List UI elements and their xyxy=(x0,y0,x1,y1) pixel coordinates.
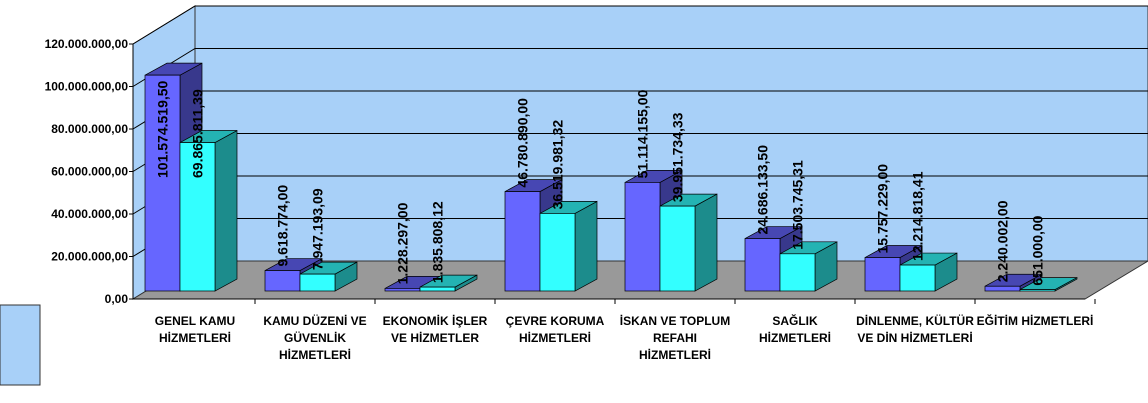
x-tick-label: ÇEVRE KORUMA HİZMETLERİ xyxy=(505,314,605,345)
bar-side xyxy=(214,129,238,292)
bar-front xyxy=(539,213,576,292)
x-tick-label: İSKAN VE TOPLUM REFAHI HİZMETLERİ xyxy=(619,314,731,362)
bar-front xyxy=(624,182,661,292)
x-tick-label: DİNLENME, KÜLTÜR VE DİN HİZMETLERİ xyxy=(856,314,974,345)
value-label: 1.228.297,00 xyxy=(395,202,411,284)
bar xyxy=(299,261,358,292)
x-tick-label: EKONOMİK İŞLER VE HİZMETLER xyxy=(382,314,488,345)
bar-front xyxy=(899,264,936,292)
y-tick-label: 0,00 xyxy=(105,292,129,306)
y-tick-label: 100.000.000,00 xyxy=(45,80,129,94)
y-tick-label: 40.000.000,00 xyxy=(51,207,128,221)
bar-front xyxy=(659,205,696,292)
y-tick-label: 60.000.000,00 xyxy=(51,165,128,179)
x-tick-label: SAĞLIK HİZMETLERİ xyxy=(759,314,831,345)
legend-box xyxy=(0,304,41,386)
bar-front xyxy=(744,238,781,292)
value-label: 101.574.519,50 xyxy=(155,80,171,178)
value-label: 9.618.774,00 xyxy=(275,185,291,267)
bar-front xyxy=(779,253,816,292)
value-label: 46.780.890,00 xyxy=(515,98,531,188)
bar xyxy=(419,274,478,292)
bar xyxy=(1019,277,1078,292)
bar xyxy=(659,193,718,292)
value-label: 15.757.229,00 xyxy=(875,164,891,254)
y-tick-label: 120.000.000,00 xyxy=(45,37,129,51)
x-tick-label: GENEL KAMU HİZMETLERİ xyxy=(154,314,236,345)
bar-front xyxy=(299,273,336,292)
bar-side xyxy=(694,193,718,292)
value-label: 2.240.002,00 xyxy=(995,200,1011,282)
bar-front xyxy=(984,285,1021,292)
bar-side xyxy=(574,200,598,292)
value-label: 24.686.133,50 xyxy=(755,145,771,235)
x-tick-label: KAMU DÜZENİ VE GÜVENLİK HİZMETLERİ xyxy=(263,314,367,362)
value-label: 12.214.818,41 xyxy=(910,171,926,261)
bar-front xyxy=(144,74,181,292)
bar-front xyxy=(504,191,541,292)
value-label: 69.865.811,39 xyxy=(190,89,206,178)
bar-front xyxy=(264,270,301,292)
bar xyxy=(179,129,238,292)
bar-front xyxy=(864,257,901,292)
y-tick-label: 80.000.000,00 xyxy=(51,122,128,136)
value-label: 36.519.981,32 xyxy=(550,120,566,210)
value-label: 39.951.734,33 xyxy=(670,112,686,202)
value-label: 17.503.745,31 xyxy=(790,160,806,250)
y-tick-label: 20.000.000,00 xyxy=(51,250,128,264)
value-label: 51.114.155,00 xyxy=(635,89,651,178)
x-tick-label: EĞİTİM HİZMETLERİ xyxy=(976,314,1094,328)
value-label: 1.835.808,12 xyxy=(430,201,446,283)
value-label: 7.947.193,09 xyxy=(310,188,326,270)
bar-front xyxy=(419,286,456,292)
bar-front xyxy=(384,288,421,292)
bar xyxy=(539,200,598,292)
bar-front xyxy=(1019,289,1056,292)
bar-front xyxy=(179,142,216,292)
bar xyxy=(899,252,958,292)
value-label: 651.000,00 xyxy=(1030,215,1046,285)
bar xyxy=(779,241,838,292)
grid-line xyxy=(132,5,1148,45)
